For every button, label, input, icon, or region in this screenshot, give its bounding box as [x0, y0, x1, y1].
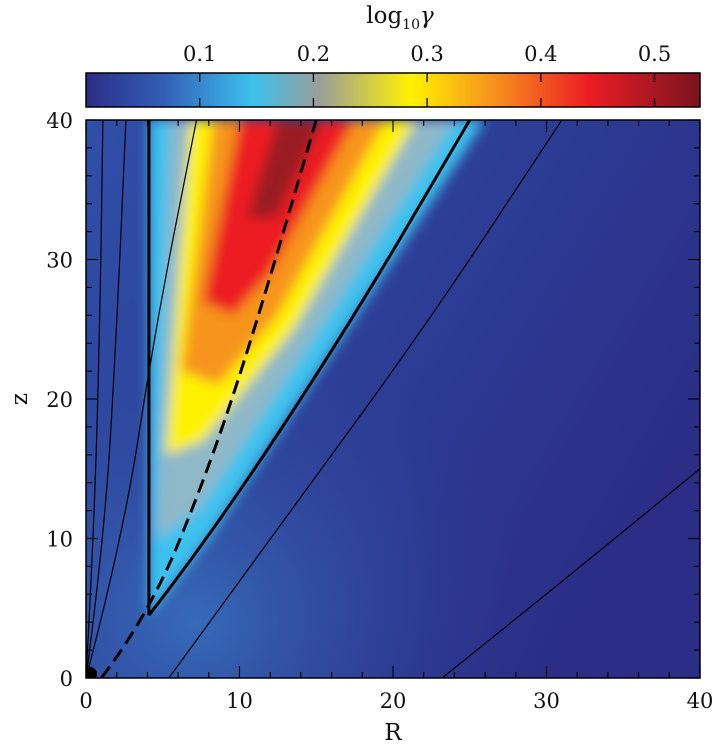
x-tick-label: 10 [226, 689, 253, 713]
colorbar-tick-label: 0.5 [638, 42, 671, 66]
colorbar-tick-label: 0.2 [297, 42, 330, 66]
field-line [86, 120, 127, 678]
wedge-darkred [247, 120, 324, 218]
x-tick-label: 20 [380, 689, 407, 713]
x-tick-labels: 0 10 20 30 40 [79, 689, 713, 713]
colorbar-ticks [199, 73, 656, 107]
plot-area [86, 120, 700, 678]
y-tick-labels: 0 10 20 30 40 [46, 109, 73, 691]
origin-marker [86, 667, 97, 678]
y-tick-label: 10 [46, 528, 73, 552]
field-line [168, 120, 563, 678]
x-axis-title: R [384, 720, 402, 746]
colorbar-tick-label: 0.1 [183, 42, 216, 66]
y-tick-label: 0 [60, 667, 73, 691]
colorbar [85, 72, 701, 108]
heatmap-wedge [148, 120, 486, 616]
colorbar-tick-label: 0.4 [524, 42, 557, 66]
x-tick-label: 40 [687, 689, 714, 713]
colorbar-title: log10γ [366, 3, 434, 33]
y-tick-label: 40 [46, 109, 73, 133]
colorbar-tick-labels: 0.1 0.2 0.3 0.4 0.5 [183, 42, 671, 66]
wedge-red [202, 120, 355, 316]
field-line [86, 120, 198, 678]
y-tick-label: 20 [46, 388, 73, 412]
x-tick-label: 30 [533, 689, 560, 713]
x-tick-label: 0 [79, 689, 92, 713]
dashed-boundary [100, 120, 318, 678]
y-tick-label: 30 [46, 249, 73, 273]
solid-boundary [147, 120, 472, 617]
y-axis-title: z [7, 393, 33, 405]
field-lines [86, 120, 700, 678]
colorbar-tick-label: 0.3 [410, 42, 443, 66]
field-line [441, 468, 700, 678]
axis-ticks [85, 119, 701, 679]
